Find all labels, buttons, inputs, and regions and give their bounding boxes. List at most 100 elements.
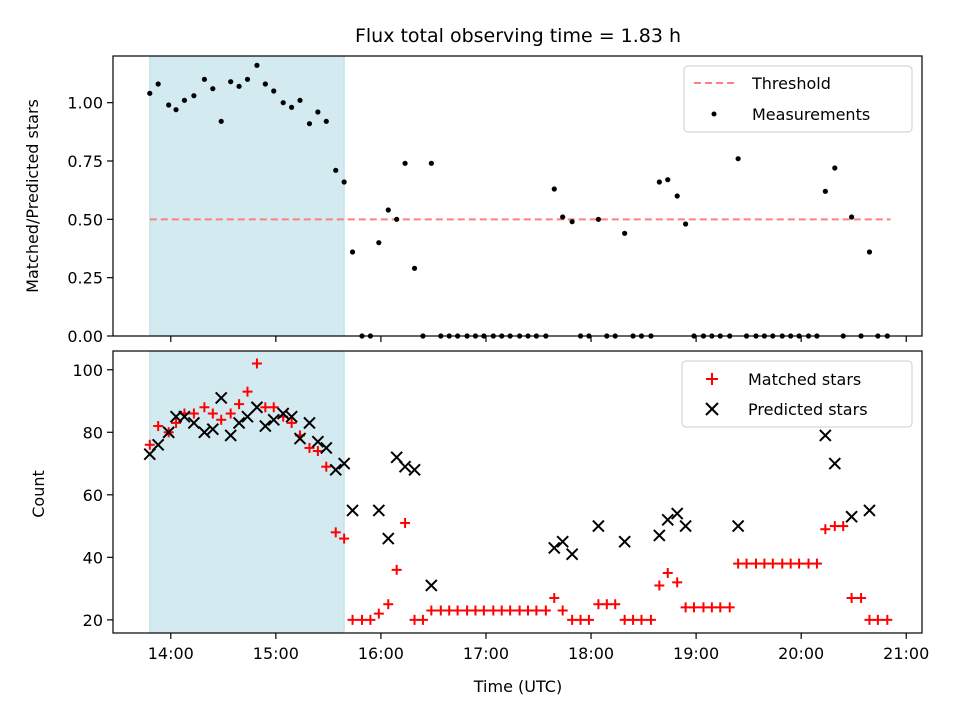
x-tick-label: 17:00 bbox=[463, 644, 509, 663]
measurement-point bbox=[735, 156, 741, 162]
predicted-legend-label: Predicted stars bbox=[748, 400, 868, 419]
measurement-point bbox=[191, 93, 197, 99]
x-tick-label: 16:00 bbox=[358, 644, 404, 663]
measurement-point bbox=[832, 165, 838, 171]
top-legend-box bbox=[683, 65, 913, 133]
matched-stars-point bbox=[523, 605, 534, 616]
matched-stars-point bbox=[872, 614, 883, 625]
matched-stars-point bbox=[188, 408, 199, 419]
matched-legend-label: Matched stars bbox=[748, 370, 861, 389]
predicted-stars-point bbox=[618, 535, 631, 548]
matched-stars-point bbox=[462, 605, 473, 616]
top-y-axis-label: Matched/Predicted stars bbox=[23, 99, 42, 293]
matched-stars-point bbox=[452, 605, 463, 616]
predicted-stars-point bbox=[162, 426, 175, 439]
matched-stars-point bbox=[829, 521, 840, 532]
x-tick-label: 14:00 bbox=[148, 644, 194, 663]
matched-stars-point bbox=[426, 605, 437, 616]
matched-stars-point bbox=[838, 521, 849, 532]
measurement-point bbox=[341, 179, 347, 185]
matched-stars-point bbox=[706, 602, 717, 613]
predicted-stars-point bbox=[863, 504, 876, 517]
predicted-stars-point bbox=[661, 513, 674, 527]
top-chart-title: Flux total observing time = 1.83 h bbox=[355, 25, 681, 47]
matched-stars-point bbox=[654, 580, 665, 591]
measurement-point bbox=[866, 249, 873, 255]
predicted-stars-point bbox=[285, 410, 298, 423]
top-y-tick-label: 0.00 bbox=[67, 327, 103, 346]
matched-stars-point bbox=[251, 358, 262, 369]
predicted-stars-point bbox=[232, 416, 246, 430]
measurement-point bbox=[155, 81, 161, 87]
x-tick-label: 20:00 bbox=[778, 644, 824, 663]
matched-stars-point bbox=[636, 614, 647, 625]
bottom-series-matched-stars bbox=[144, 358, 893, 625]
measurement-point bbox=[349, 249, 356, 255]
measurement-point bbox=[173, 107, 179, 113]
predicted-stars-point bbox=[828, 457, 842, 470]
top-y-tick-label: 0.25 bbox=[67, 269, 103, 288]
top-shaded-region bbox=[149, 55, 345, 337]
predicted-legend-marker bbox=[705, 402, 719, 416]
matched-stars-point bbox=[583, 614, 594, 625]
measurement-point bbox=[656, 179, 662, 185]
matched-stars-point bbox=[680, 602, 691, 613]
measurement-point bbox=[385, 207, 391, 213]
matched-stars-point bbox=[864, 614, 875, 625]
matched-stars-point bbox=[383, 599, 394, 610]
matched-stars-point bbox=[505, 605, 516, 616]
predicted-stars-point bbox=[408, 463, 421, 477]
predicted-stars-point bbox=[670, 507, 684, 520]
predicted-stars-point bbox=[845, 510, 858, 523]
predicted-stars-point bbox=[372, 504, 386, 517]
measurement-point bbox=[228, 79, 234, 85]
matched-stars-point bbox=[820, 524, 831, 535]
matched-stars-point bbox=[856, 592, 867, 603]
predicted-stars-point bbox=[311, 435, 325, 448]
matched-stars-point bbox=[242, 386, 253, 397]
matched-stars-point bbox=[846, 592, 857, 603]
predicted-stars-point bbox=[556, 535, 569, 548]
bottom-plot-area: 20 40 60 80 100 14:00 15:00 16:00 17:00 18:00 19:0… bbox=[72, 350, 929, 663]
matched-stars-point bbox=[549, 592, 560, 603]
matched-stars-point bbox=[234, 399, 245, 410]
bottom-series-predicted-stars bbox=[143, 391, 876, 592]
matched-stars-point bbox=[715, 602, 726, 613]
x-tick-label: 21:00 bbox=[883, 644, 929, 663]
measurement-point bbox=[271, 88, 277, 94]
measurement-point bbox=[333, 167, 339, 173]
measurement-point bbox=[323, 118, 329, 124]
matched-stars-point bbox=[225, 408, 236, 419]
matched-stars-point bbox=[794, 558, 805, 569]
measurement-point bbox=[280, 100, 286, 106]
matched-stars-point bbox=[357, 614, 368, 625]
predicted-stars-point bbox=[267, 413, 280, 426]
matched-stars-point bbox=[741, 558, 752, 569]
predicted-stars-point bbox=[425, 579, 438, 592]
predicted-stars-point bbox=[178, 410, 191, 423]
bottom-y-tick-label: 20 bbox=[83, 611, 103, 630]
predicted-stars-point bbox=[731, 519, 745, 533]
measurement-point bbox=[376, 240, 382, 246]
predicted-stars-point bbox=[548, 541, 561, 555]
top-axes-frame bbox=[112, 55, 923, 337]
measurement-point bbox=[244, 76, 251, 82]
bottom-legend: Matched stars Predicted stars bbox=[681, 360, 913, 428]
matched-stars-point bbox=[216, 414, 227, 425]
measurement-point bbox=[822, 188, 828, 194]
predicted-stars-point bbox=[337, 457, 351, 470]
x-tick-label: 15:00 bbox=[253, 644, 299, 663]
predicted-stars-point bbox=[151, 438, 165, 451]
matched-stars-point bbox=[312, 446, 323, 457]
predicted-stars-point bbox=[565, 548, 579, 561]
matched-stars-point bbox=[373, 608, 384, 619]
matched-legend-marker bbox=[706, 373, 718, 385]
measurement-point bbox=[622, 230, 628, 236]
measurement-point bbox=[551, 186, 557, 192]
predicted-stars-point bbox=[215, 391, 228, 405]
measurement-point bbox=[297, 97, 303, 103]
matched-stars-point bbox=[347, 614, 358, 625]
measurement-point bbox=[218, 118, 224, 124]
bottom-axes-frame bbox=[112, 350, 923, 634]
matched-stars-point bbox=[733, 558, 744, 569]
